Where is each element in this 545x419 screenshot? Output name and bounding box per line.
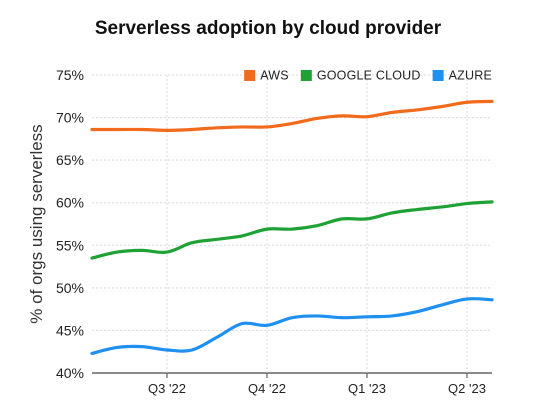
y-tick-label: 55% — [56, 237, 84, 253]
legend-label: GOOGLE CLOUD — [317, 69, 421, 83]
legend-item: GOOGLE CLOUD — [300, 69, 421, 83]
legend-item: AWS — [244, 69, 289, 83]
x-axis-ticks: Q3 '22 Q4 '22 Q1 '23 Q2 '23 — [148, 373, 486, 396]
x-tick-label: Q1 '23 — [348, 381, 386, 396]
gridlines — [92, 74, 492, 374]
y-tick-label: 65% — [56, 152, 84, 168]
y-tick-label: 50% — [56, 280, 84, 296]
y-tick-label: 75% — [56, 67, 84, 83]
legend-swatch — [244, 70, 256, 81]
legend: AWS GOOGLE CLOUD AZURE — [244, 69, 492, 83]
series-line-google-cloud — [90, 200, 494, 260]
series-line-azure — [90, 297, 494, 356]
legend-label: AZURE — [449, 69, 492, 83]
legend-swatch — [432, 70, 444, 81]
x-tick-label: Q2 '23 — [448, 381, 486, 396]
y-tick-label: 45% — [56, 322, 84, 338]
chart-title: Serverless adoption by cloud provider — [95, 18, 442, 39]
x-tick-label: Q4 '22 — [248, 381, 286, 396]
legend-item: AZURE — [432, 69, 492, 83]
y-tick-label: 60% — [56, 195, 84, 211]
series-line-aws — [90, 99, 494, 132]
y-axis-label: % of orgs using serverless — [27, 124, 46, 323]
series-lines — [90, 99, 494, 356]
legend-label: AWS — [260, 69, 289, 83]
x-tick-label: Q3 '22 — [148, 381, 186, 396]
y-tick-label: 70% — [56, 110, 84, 126]
y-axis-ticks: 40% 45% 50% 55% 60% 65% 70% 75% — [56, 67, 84, 381]
y-tick-label: 40% — [56, 365, 84, 381]
legend-swatch — [300, 70, 312, 81]
